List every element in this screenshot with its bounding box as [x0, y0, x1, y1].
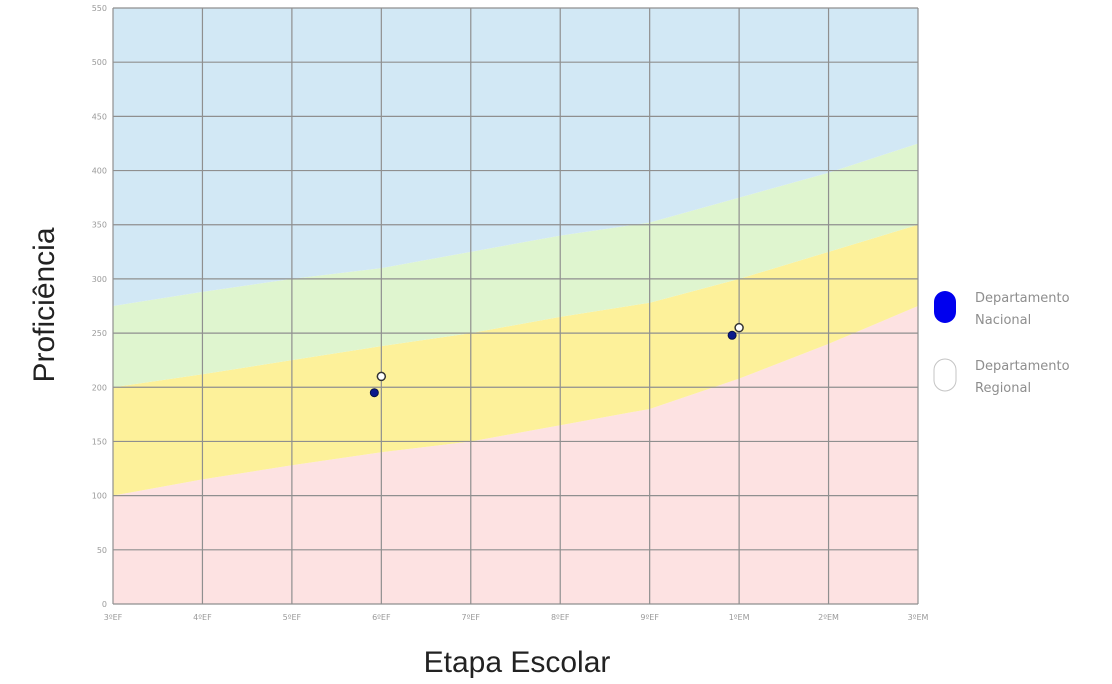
band-2	[113, 143, 918, 388]
y-tick-label: 450	[92, 112, 107, 121]
x-tick-label: 6ºEF	[372, 613, 391, 622]
performance-bands	[113, 8, 918, 604]
x-tick-label: 4ºEF	[193, 613, 212, 622]
y-tick-label: 400	[92, 167, 107, 176]
legend-swatch-nacional	[934, 291, 956, 323]
x-tick-label: 7ºEF	[462, 613, 481, 622]
point-nacional	[369, 388, 379, 398]
y-axis-title: Proficiência	[28, 227, 61, 382]
x-tick-label: 5ºEF	[283, 613, 302, 622]
legend-label-line2: Regional	[975, 381, 1031, 396]
x-tick-label: 9ºEF	[640, 613, 659, 622]
y-tick-label: 300	[92, 275, 107, 284]
band-3	[113, 8, 918, 306]
x-tick-label: 2ºEM	[818, 613, 839, 622]
x-tick-label: 3ºEF	[104, 613, 123, 622]
y-tick-label: 100	[92, 492, 107, 501]
grid-lines	[112, 7, 919, 605]
legend: Departamento Nacional Departamento Regional	[933, 291, 1070, 396]
band-1	[113, 224, 918, 496]
y-tick-label: 550	[92, 4, 107, 13]
y-tick-label: 0	[102, 600, 107, 609]
band-0	[113, 306, 918, 604]
y-tick-label: 250	[92, 329, 107, 338]
data-points	[369, 322, 744, 398]
point-nacional	[727, 330, 737, 340]
legend-label-line1: Departamento	[975, 359, 1070, 374]
legend-swatch-regional	[933, 358, 957, 392]
x-axis-ticks: 3ºEF 4ºEF 5ºEF 6ºEF 7ºEF 8ºEF 9ºEF 1ºEM 2ºEM 3ºEM	[104, 613, 929, 622]
y-tick-label: 50	[97, 546, 107, 555]
y-tick-label: 200	[92, 383, 107, 392]
x-tick-label: 8ºEF	[551, 613, 570, 622]
y-tick-label: 500	[92, 58, 107, 67]
point-regional	[734, 322, 744, 333]
x-tick-label: 1ºEM	[729, 613, 750, 622]
y-axis-ticks: 0 50 100 150 200 250 300 350 400 450 500 550	[92, 4, 107, 609]
legend-label-line2: Nacional	[975, 313, 1031, 328]
x-tick-label: 3ºEM	[908, 613, 929, 622]
y-tick-label: 150	[92, 437, 107, 446]
legend-label-line1: Departamento	[975, 291, 1070, 306]
y-tick-label: 350	[92, 221, 107, 230]
x-axis-title: Etapa Escolar	[424, 646, 611, 679]
point-regional	[376, 371, 387, 382]
